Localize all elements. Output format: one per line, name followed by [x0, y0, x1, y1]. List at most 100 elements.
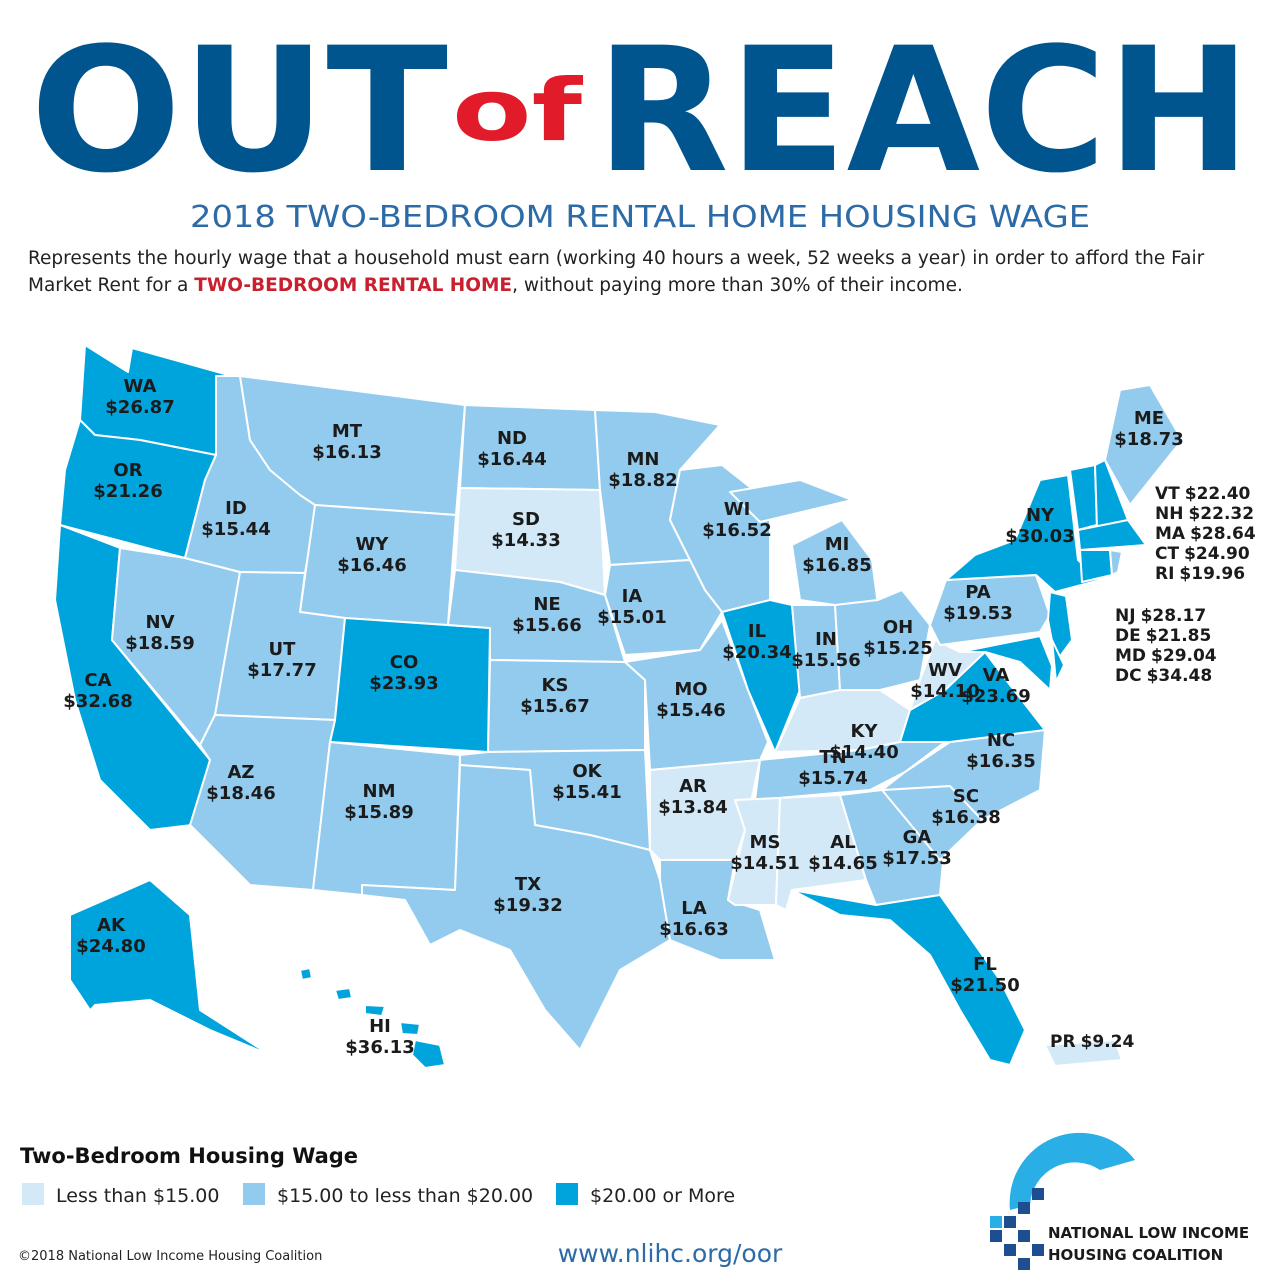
url: www.nlihc.org/oor [558, 1239, 783, 1268]
logo: NATIONAL LOW INCOME HOUSING COALITION [990, 1132, 1249, 1270]
state-abbr: AZ [228, 762, 255, 783]
state-wage: $23.93 [369, 673, 438, 694]
org-line1: NATIONAL LOW INCOME [1048, 1224, 1249, 1242]
legend: Less than $15.00 $15.00 to less than $20.… [22, 1183, 735, 1207]
state-abbr: WA [124, 376, 157, 397]
state-shape [791, 889, 1026, 1066]
state-wage: $17.77 [247, 660, 316, 681]
state-wage: $21.50 [950, 975, 1019, 996]
state-wage: $29.04 [1151, 646, 1217, 666]
state-shape [659, 859, 776, 961]
state-labels: WA$26.87 OR$21.26 CA$32.68 NV$18.59 ID$15.44… [63, 376, 1256, 1058]
state-wage: $21.26 [93, 481, 162, 502]
state-wage: $24.80 [76, 936, 145, 957]
state-wage: $16.52 [702, 520, 771, 541]
state-abbr: AR [679, 776, 707, 797]
state-abbr: WV [928, 660, 962, 681]
state-shape [945, 474, 1101, 593]
state-abbr: MD [1115, 646, 1146, 666]
state-abbr: FL [973, 954, 997, 975]
state-shape [364, 1004, 386, 1017]
state-shape [411, 1039, 446, 1069]
state-abbr: AL [830, 832, 855, 853]
logo-arc [1009, 1132, 1135, 1210]
description-highlight: TWO-BEDROOM RENTAL HOME [194, 275, 513, 296]
state-abbr: OR [113, 460, 142, 481]
state-abbr: NY [1026, 505, 1055, 526]
state-abbr: LA [681, 898, 706, 919]
state-wage: $22.40 [1185, 484, 1251, 504]
state-abbr: PR [1050, 1032, 1076, 1052]
state-abbr: IA [622, 586, 643, 607]
legend-label: Less than $15.00 [56, 1185, 219, 1207]
state-wage: $21.85 [1146, 626, 1212, 646]
state-wage: $16.38 [931, 807, 1000, 828]
state-wage: $16.44 [477, 449, 546, 470]
state-shape [959, 635, 1053, 691]
state-wage: $19.96 [1179, 564, 1245, 584]
state-wage: $23.69 [961, 686, 1030, 707]
title-left: OUT [30, 10, 448, 211]
state-abbr: NJ [1115, 606, 1136, 626]
legend-swatch [243, 1183, 265, 1205]
state-wage: $19.32 [493, 895, 562, 916]
state-shape [1051, 639, 1065, 683]
state-wage: $18.46 [206, 783, 275, 804]
state-abbr: NM [363, 781, 396, 802]
state-wage: $15.74 [798, 768, 867, 789]
state-wage: $9.24 [1081, 1032, 1135, 1052]
state-shape [1109, 549, 1123, 576]
state-abbr: SD [512, 509, 540, 530]
state-wage: $18.73 [1114, 429, 1183, 450]
state-wage: $26.87 [105, 397, 174, 418]
state-abbr: KS [542, 675, 569, 696]
state-abbr: DC [1115, 666, 1142, 686]
state-abbr: TN [819, 747, 846, 768]
state-abbr: SC [953, 786, 979, 807]
state-abbr: ID [225, 498, 247, 519]
state-abbr: NC [987, 730, 1015, 751]
state-abbr: HI [369, 1016, 391, 1037]
state-abbr: MO [674, 679, 707, 700]
state-abbr: KY [851, 721, 879, 742]
state-abbr: DE [1115, 626, 1141, 646]
state-wage: $20.34 [722, 642, 791, 663]
state-wage: $28.64 [1190, 524, 1256, 544]
copyright: ©2018 National Low Income Housing Coalit… [18, 1249, 322, 1264]
state-wage: $15.44 [201, 519, 270, 540]
states [49, 344, 1183, 1069]
state-abbr: OK [572, 761, 602, 782]
legend-swatch [22, 1183, 44, 1205]
state-shape [1044, 1039, 1123, 1067]
state-shape [299, 967, 313, 981]
title-right: REACH [596, 10, 1251, 211]
state-wage: $30.03 [1005, 526, 1074, 547]
state-abbr: CT [1155, 544, 1179, 564]
description-text: Represents the hourly wage that a househ… [28, 248, 1205, 296]
state-wage: $16.63 [659, 919, 728, 940]
state-abbr: NV [146, 612, 175, 633]
state-wage: $15.25 [863, 638, 932, 659]
legend-label: $15.00 to less than $20.00 [277, 1185, 533, 1207]
state-shape [399, 1021, 421, 1036]
state-wage: $17.53 [882, 848, 951, 869]
state-shape [1104, 384, 1183, 506]
state-shape [334, 987, 353, 1001]
legend-swatch [556, 1183, 578, 1205]
state-abbr: NE [533, 594, 560, 615]
state-wage: $14.33 [491, 530, 560, 551]
state-abbr: MA [1155, 524, 1186, 544]
title-mid: of [452, 61, 584, 161]
org-line2: HOUSING COALITION [1048, 1246, 1223, 1264]
state-wage: $36.13 [345, 1037, 414, 1058]
state-shape [624, 619, 769, 771]
state-wage: $15.89 [344, 802, 413, 823]
state-abbr: ND [497, 428, 527, 449]
state-abbr: VT [1155, 484, 1180, 504]
state-wage: $15.01 [597, 607, 666, 628]
state-shape [361, 764, 671, 1051]
state-abbr: WI [724, 499, 751, 520]
state-wage: $24.90 [1184, 544, 1250, 564]
state-abbr: NH [1155, 504, 1183, 524]
state-wage: $15.67 [520, 696, 589, 717]
